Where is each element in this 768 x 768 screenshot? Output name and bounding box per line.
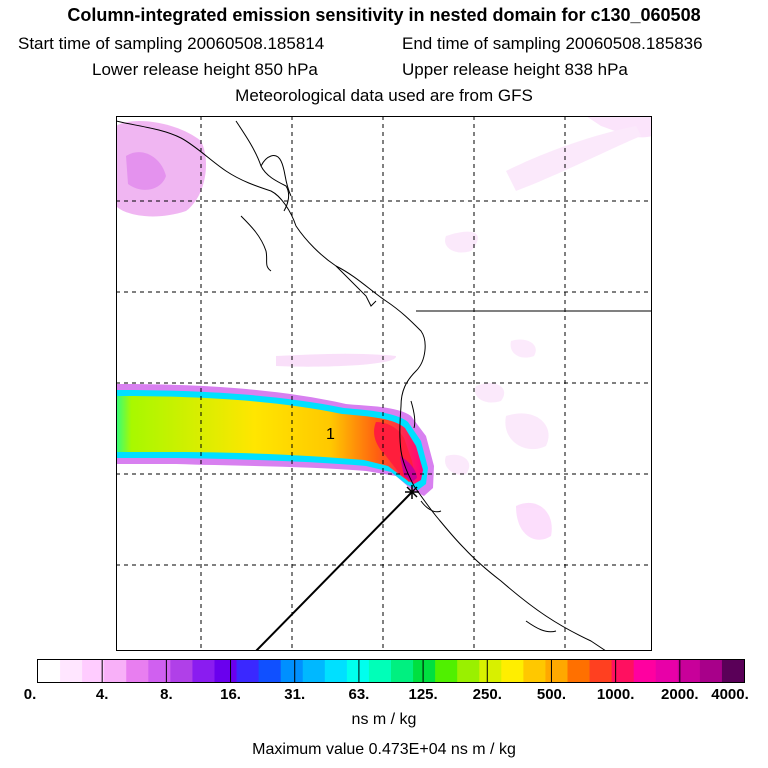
flight-track [255,491,413,651]
coastlines [116,120,652,651]
colorbar-tick-label: 4000. [711,686,749,703]
colorbar-cell [457,660,480,682]
colorbar-cell [38,660,61,682]
lat-lon-grid [116,116,652,651]
colorbar-cell [60,660,83,682]
colorbar-cell [413,660,436,682]
colorbar-tick-label: 125. [408,686,438,703]
plume-band [116,384,434,496]
low-sensitivity-regions [116,116,652,540]
colorbar-unit-label: ns m / kg [351,711,417,728]
star-marker-icon [405,485,419,499]
colorbar-cell [611,660,635,682]
colorbar-cell [170,660,193,682]
lower-release-label: Lower release height 850 hPa [92,60,318,79]
colorbar-cell [192,660,215,682]
colorbar-tick-label: 16. [220,686,241,703]
colorbar-cell [126,660,149,682]
colorbar [37,659,745,683]
met-data-label: Meteorological data used are from GFS [235,86,533,105]
colorbar-cell [589,660,613,682]
colorbar-cell [324,660,348,682]
colorbar-cell [699,660,723,682]
colorbar-cell [721,660,745,682]
end-time-label: End time of sampling 20060508.185836 [402,34,703,53]
plot-title: Column-integrated emission sensitivity i… [67,5,701,25]
colorbar-tick-label: 250. [472,686,502,703]
colorbar-cell [280,660,304,682]
colorbar-cell [148,660,171,682]
map-frame [116,116,652,651]
colorbar-cell [391,660,414,682]
colorbar-tick-label: 8. [160,686,173,703]
colorbar-tick-label: 4. [95,686,109,703]
colorbar-cells [38,660,745,682]
colorbar-tick-label: 500. [536,686,567,703]
colorbar-cell [501,660,524,682]
colorbar-cell [82,660,105,682]
colorbar-cell [633,660,657,682]
colorbar-cell [236,660,260,682]
emission-sensitivity-map: 1 [116,116,652,651]
upper-release-label: Upper release height 838 hPa [402,60,628,79]
start-time-label: Start time of sampling 20060508.185814 [18,34,325,53]
colorbar-cell [523,660,546,682]
colorbar-cell [655,660,679,682]
colorbar-tick-label: 0. [23,686,37,703]
colorbar-tick-label: 2000. [661,686,699,703]
colorbar-cell [368,660,392,682]
colorbar-tick-label: 1000. [596,686,635,703]
colorbar-cell [479,660,502,682]
colorbar-cell [258,660,282,682]
plume-label: 1 [326,426,335,443]
colorbar-cell [545,660,568,682]
colorbar-cell [435,660,458,682]
colorbar-frame [37,659,745,683]
colorbar-cell [346,660,370,682]
colorbar-cell [567,660,591,682]
colorbar-tick-label: 63. [348,686,370,703]
colorbar-cell [214,660,238,682]
maximum-value-label: Maximum value 0.473E+04 ns m / kg [252,741,516,758]
colorbar-cell [104,660,127,682]
colorbar-cell [677,660,701,682]
colorbar-cell [302,660,326,682]
colorbar-tick-label: 31. [284,686,306,703]
